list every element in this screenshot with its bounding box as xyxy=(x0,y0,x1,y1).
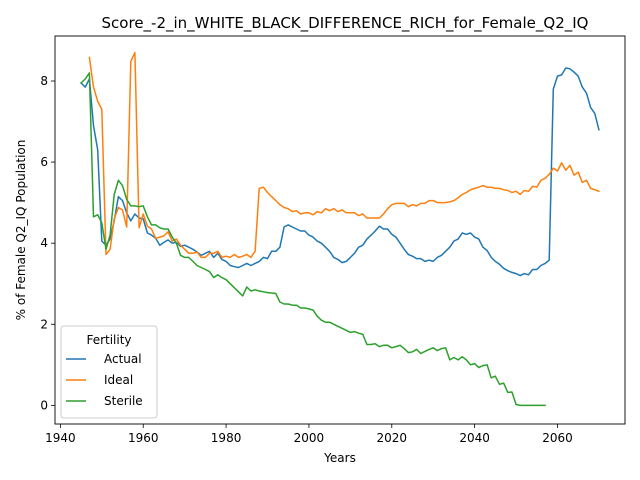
legend-items: Actual Ideal Sterile xyxy=(66,352,143,408)
series-line-ideal xyxy=(88,51,600,259)
legend-label-actual: Actual xyxy=(104,352,142,366)
y-tick-label: 6 xyxy=(40,155,48,169)
axis-ticks: 1940 1960 1980 2000 2020 2040 2060 0 2 4 6 8 xyxy=(40,74,572,445)
legend: Fertility Actual Ideal Sterile xyxy=(60,325,158,419)
legend-title: Fertility xyxy=(86,333,131,347)
chart-title: Score_-2_in_WHITE_BLACK_DIFFERENCE_RICH_… xyxy=(102,14,589,33)
legend-label-sterile: Sterile xyxy=(104,394,143,408)
legend-frame xyxy=(60,325,158,419)
x-tick-label: 2040 xyxy=(459,431,490,445)
y-tick-label: 2 xyxy=(40,317,48,331)
x-tick-label: 2000 xyxy=(294,431,325,445)
x-tick-label: 1960 xyxy=(128,431,159,445)
y-axis-label: % of Female Q2_IQ Population xyxy=(14,140,28,321)
series-line-actual xyxy=(80,67,600,277)
y-tick-label: 4 xyxy=(40,236,48,250)
x-tick-label: 2020 xyxy=(377,431,408,445)
x-tick-label: 2060 xyxy=(542,431,573,445)
series-line-sterile xyxy=(80,72,546,407)
y-tick-label: 8 xyxy=(40,74,48,88)
x-tick-label: 1980 xyxy=(211,431,242,445)
x-tick-label: 1940 xyxy=(45,431,76,445)
series-lines xyxy=(80,51,600,407)
plot-frame xyxy=(54,35,626,425)
y-tick-label: 0 xyxy=(40,398,48,412)
x-axis-label: Years xyxy=(323,451,356,465)
legend-label-ideal: Ideal xyxy=(104,373,133,387)
